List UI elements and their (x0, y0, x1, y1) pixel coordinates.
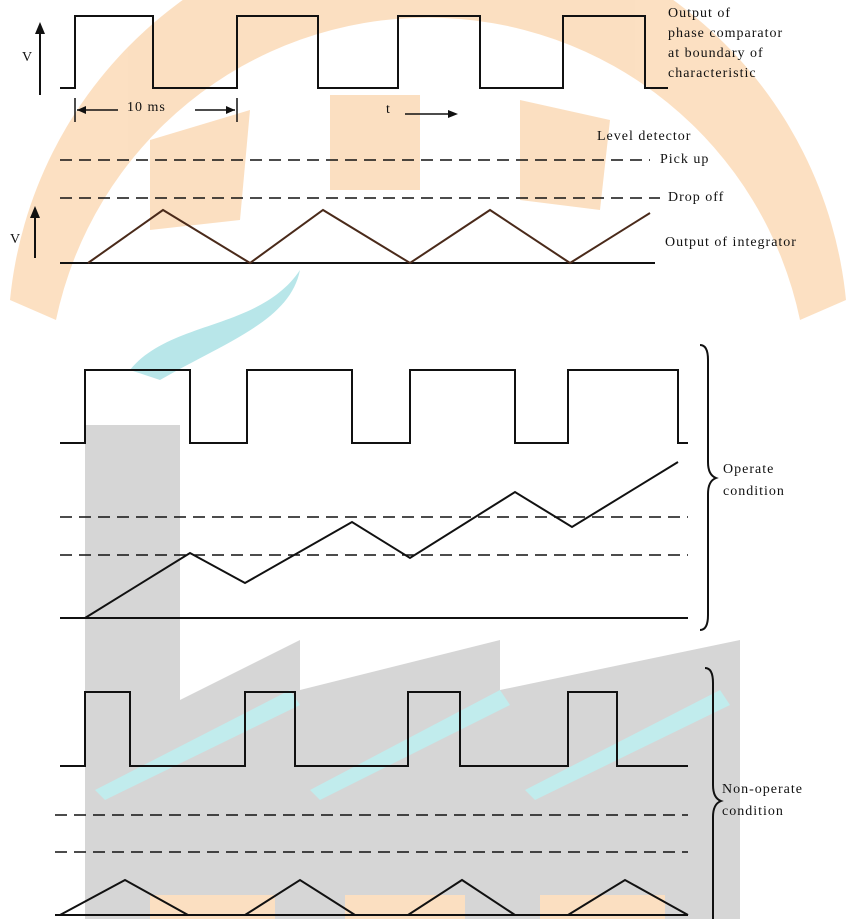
time-label: t (386, 102, 391, 117)
condition-label: condition (723, 484, 785, 499)
caption: at boundary of (668, 46, 764, 61)
level-label: Drop off (668, 190, 724, 205)
level-title: Level detector (597, 129, 691, 144)
caption: characteristic (668, 66, 757, 81)
comparator-waveform (35, 15, 668, 122)
condition-label: Non-operate (722, 782, 803, 797)
level-label: Pick up (660, 152, 709, 167)
condition-label: Operate (723, 462, 774, 477)
caption: phase comparator (668, 26, 783, 41)
integrator-label: Output of integrator (665, 235, 797, 250)
interval-label: 10 ms (127, 100, 166, 115)
integrator-waveform (30, 159, 660, 265)
non-operate-waveforms (55, 667, 724, 919)
caption: Output of (668, 6, 731, 21)
axis-label: V (22, 50, 33, 65)
axis-label: V (10, 232, 21, 247)
condition-label: condition (722, 804, 784, 819)
operate-waveforms (60, 344, 719, 631)
watermark (10, 0, 846, 919)
